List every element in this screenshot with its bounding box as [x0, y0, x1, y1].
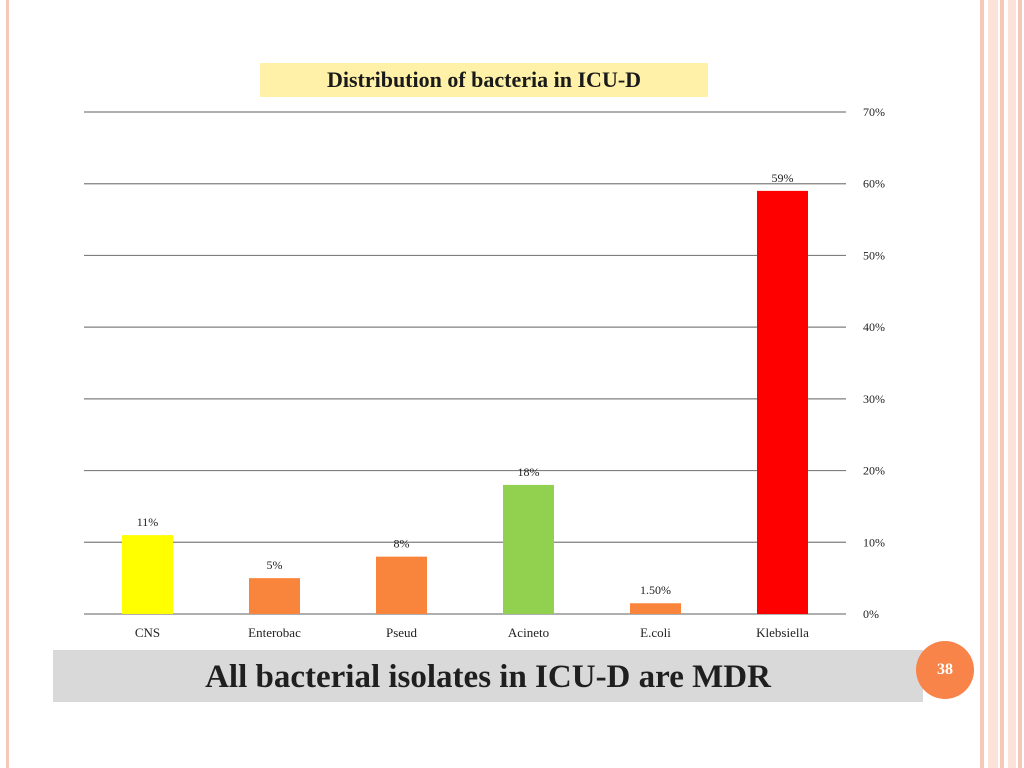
y-tick-labels: 0% 10% 20% 30% 40% 50% 60% 70%	[863, 105, 885, 621]
y-tick-label: 30%	[863, 392, 885, 406]
bar	[757, 190, 808, 614]
bar	[630, 603, 681, 614]
gridlines	[84, 111, 846, 615]
page-number-badge: 38	[916, 641, 974, 699]
data-label: 59%	[772, 171, 794, 185]
bar	[249, 578, 300, 614]
footer-statement: All bacterial isolates in ICU-D are MDR	[205, 659, 771, 695]
slide-frame-right	[1018, 0, 1022, 768]
data-label: 18%	[518, 465, 540, 479]
data-label: 11%	[137, 515, 159, 529]
slide-frame-right	[980, 0, 984, 768]
y-tick-label: 60%	[863, 177, 885, 191]
x-tick-label: CNS	[135, 625, 160, 640]
bar	[376, 556, 427, 614]
x-tick-label: E.coli	[640, 625, 671, 640]
y-tick-label: 40%	[863, 320, 885, 334]
x-tick-label: Acineto	[508, 625, 549, 640]
y-tick-label: 20%	[863, 464, 885, 478]
x-tick-label: Enterobac	[248, 625, 301, 640]
y-tick-label: 50%	[863, 248, 885, 262]
data-label: 8%	[394, 537, 410, 551]
y-tick-label: 0%	[863, 607, 879, 621]
slide-frame-left	[6, 0, 9, 768]
slide-frame-right	[1000, 0, 1004, 768]
y-tick-label: 10%	[863, 535, 885, 549]
x-tick-label: Klebsiella	[756, 625, 809, 640]
y-tick-label: 70%	[863, 105, 885, 119]
x-tick-labels: CNS Enterobac Pseud Acineto E.coli Klebsiella	[135, 625, 809, 640]
bar	[122, 535, 173, 614]
data-labels: 11% 5% 8% 18% 1.50% 59%	[137, 171, 794, 597]
slide-frame-right	[1008, 0, 1016, 768]
data-label: 1.50%	[640, 583, 671, 597]
slide-frame-right	[988, 0, 998, 768]
bars	[122, 190, 808, 614]
data-label: 5%	[267, 558, 283, 572]
chart-title: Distribution of bacteria in ICU-D	[260, 63, 708, 97]
bar	[503, 484, 554, 614]
footer-bar	[53, 650, 923, 702]
x-tick-label: Pseud	[386, 625, 418, 640]
